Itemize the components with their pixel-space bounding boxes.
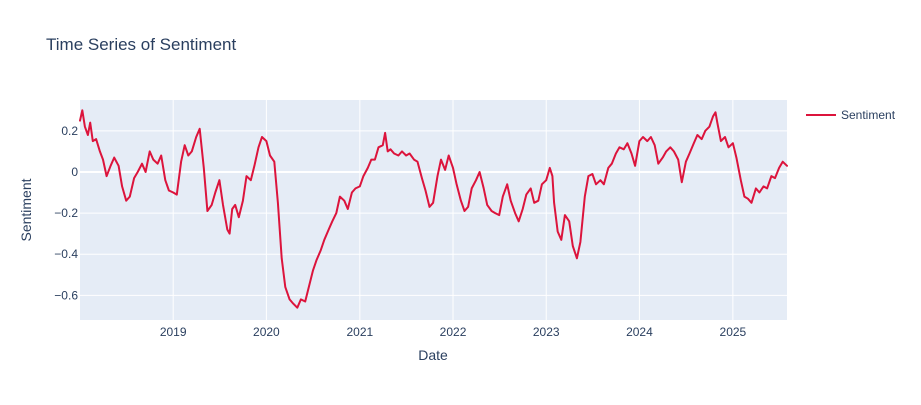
y-tick-label: −0.4 (54, 247, 78, 261)
legend[interactable]: Sentiment (806, 108, 896, 122)
x-tick-label: 2021 (346, 325, 373, 339)
series-layer (79, 109, 788, 309)
series-line-sentiment (79, 109, 788, 309)
y-axis-title: Sentiment (18, 178, 34, 241)
y-tick-label: −0.2 (54, 206, 78, 220)
x-tick-label: 2022 (440, 325, 467, 339)
chart-title: Time Series of Sentiment (46, 35, 236, 54)
y-tick-label: 0 (71, 165, 78, 179)
grid-lines (80, 100, 787, 320)
legend-label-sentiment: Sentiment (841, 108, 896, 122)
tick-labels: 0.2 0 −0.2 −0.4 −0.6 2019 2020 2021 2022 2023 2024… (54, 124, 746, 339)
x-tick-label: 2023 (533, 325, 560, 339)
x-tick-label: 2025 (720, 325, 747, 339)
x-tick-label: 2024 (626, 325, 653, 339)
x-tick-label: 2020 (253, 325, 280, 339)
y-tick-label: −0.6 (54, 288, 78, 302)
x-axis-title: Date (418, 347, 448, 363)
y-tick-label: 0.2 (61, 124, 78, 138)
x-tick-label: 2019 (160, 325, 187, 339)
plot-area (80, 100, 787, 320)
